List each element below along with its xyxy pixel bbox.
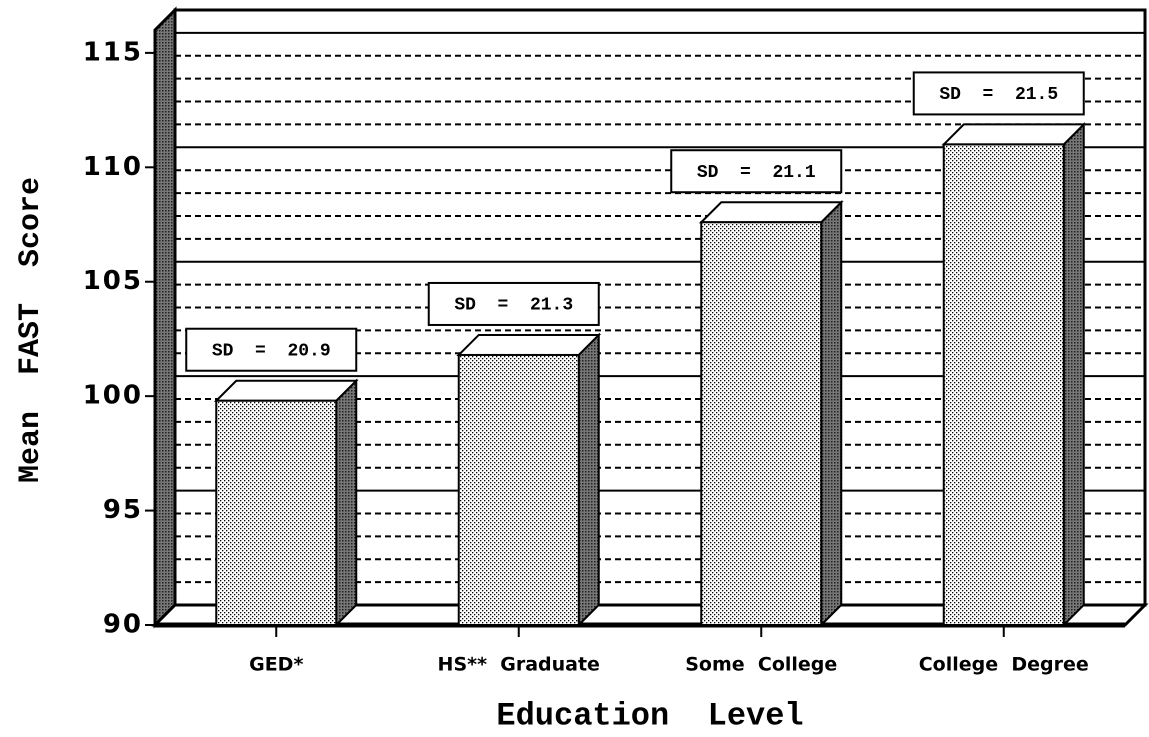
annotation: SD = 21.5: [939, 85, 1058, 105]
x-tick-label: HS** Graduate: [438, 654, 600, 676]
x-tick-label: College Degree: [919, 654, 1089, 676]
bar-top: [941, 123, 1087, 146]
y-tick-label: 115: [83, 37, 143, 67]
bar-side: [577, 332, 600, 628]
x-axis-label: Education Level: [496, 697, 803, 734]
bar: [700, 221, 823, 626]
y-tick-label: 105: [83, 266, 143, 296]
y-tick-label: 110: [83, 152, 143, 182]
bar-side: [820, 199, 843, 628]
bar-top: [213, 379, 359, 402]
annotation-box: [427, 281, 600, 326]
y-tick-label: 90: [103, 610, 143, 640]
annotation: SD = 20.9: [212, 341, 331, 361]
annotation: SD = 21.3: [454, 296, 573, 316]
y-tick-label: 95: [103, 495, 143, 525]
y-tick-label: 100: [83, 381, 143, 411]
annotation: SD = 21.1: [697, 163, 816, 183]
bar: [215, 399, 338, 626]
bar-side: [1062, 122, 1085, 628]
bar-top: [456, 333, 602, 356]
x-tick-label: Some College: [685, 654, 837, 676]
bar-top: [698, 201, 844, 224]
annotation-box: [912, 71, 1085, 116]
annotation-box: [185, 327, 358, 372]
side-wall: [153, 6, 177, 629]
bar-side: [335, 378, 358, 628]
y-axis-label: Mean FAST Score: [14, 177, 48, 483]
bar: [942, 143, 1065, 627]
annotation-box: [670, 149, 843, 194]
bar: [457, 353, 580, 626]
x-tick-label: GED*: [249, 654, 303, 676]
